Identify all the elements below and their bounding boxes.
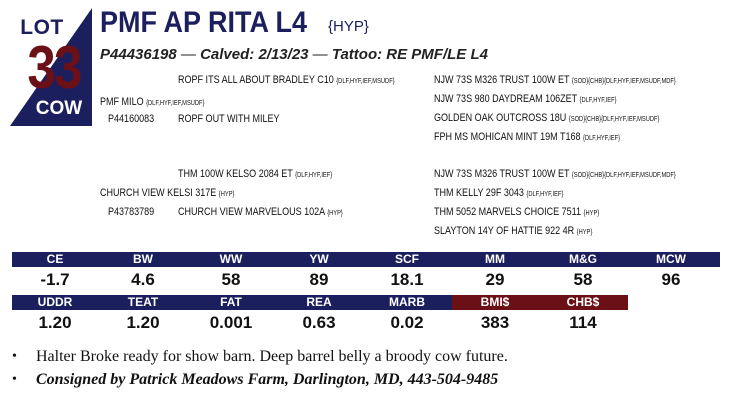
stat-value-mm: 29: [485, 270, 505, 289]
pedigree-sire-dam-dam: FPH MS MOHICAN MINT 19M T168 {DLF,HYF,IE…: [434, 131, 621, 143]
calved-label: Calved:: [200, 46, 255, 63]
stat-value-uddr: 1.20: [38, 313, 72, 332]
stats-header-bar: [12, 295, 452, 310]
note-text: Halter Broke ready for show barn. Deep b…: [36, 347, 508, 365]
stat-label-bmi: BMI$: [480, 295, 510, 309]
stat-value-ce: -1.7: [40, 270, 70, 289]
pedigree-dam-dam-sire: THM 5052 MARVELS CHOICE 7511 {HYP}: [434, 206, 600, 218]
stat-value-bw: 4.6: [131, 270, 155, 289]
animal-name: PMF AP RITA L4: [100, 6, 308, 39]
lot-badge: LOT 33 COW: [10, 8, 92, 126]
stat-value-chb: 114: [569, 313, 597, 332]
stat-label-bw: BW: [133, 252, 153, 266]
pedigree-sire-reg: P44160083: [108, 113, 155, 125]
pedigree-dam-sire-sire: NJW 73S M326 TRUST 100W ET {SOD}{CHB}{DL…: [434, 168, 676, 180]
animal-name-heading: PMF AP RITA L4 {HYP}: [100, 6, 369, 40]
stat-label-rea: REA: [306, 295, 332, 309]
stat-label-marb: MARB: [389, 295, 425, 309]
note-item: • Halter Broke ready for show barn. Deep…: [12, 345, 508, 368]
stat-value-teat: 1.20: [126, 313, 160, 332]
stat-value-marb: 0.02: [390, 313, 424, 332]
stats-header-bar: [12, 252, 720, 267]
lot-label: LOT: [20, 16, 64, 39]
stat-value-bmi: 383: [480, 313, 510, 332]
animal-tag: {HYP}: [328, 18, 369, 35]
consignor-item: • Consigned by Patrick Meadows Farm, Dar…: [12, 368, 508, 391]
stat-value-rea: 0.63: [302, 313, 336, 332]
stat-label-uddr: UDDR: [37, 295, 73, 309]
pedigree-dam-sire: THM 100W KELSO 2084 ET {DLF,HYF,IEF}: [178, 168, 333, 180]
stat-label-ce: CE: [46, 252, 64, 266]
pedigree-dam-reg: P43783789: [108, 206, 155, 218]
pedigree-sire-sire: ROPF ITS ALL ABOUT BRADLEY C10 {DLF,HYF,…: [178, 74, 395, 86]
stat-label-scf: SCF: [395, 252, 419, 266]
stat-label-teat: TEAT: [127, 295, 159, 309]
stat-value-mcw: 96: [661, 270, 681, 289]
separator: —: [180, 46, 196, 63]
pedigree-sire: PMF MILO {DLF,HYF,IEF,MSUDF}: [100, 96, 205, 108]
pedigree-sire-dam: ROPF OUT WITH MILEY: [178, 113, 280, 125]
stat-label-yw: YW: [309, 252, 329, 266]
consignor-text: Consigned by Patrick Meadows Farm, Darli…: [36, 370, 499, 388]
lot-number: 33: [27, 34, 82, 101]
bullet: •: [12, 371, 17, 387]
stats-index-bar: [452, 295, 628, 310]
stat-value-scf: 18.1: [390, 270, 424, 289]
bullet: •: [12, 348, 17, 364]
pedigree-dam-dam: CHURCH VIEW MARVELOUS 102A {HYP}: [178, 206, 343, 218]
pedigree-dam: CHURCH VIEW KELSI 317E {HYP}: [100, 187, 235, 199]
pedigree-dam-dam-dam: SLAYTON 14Y OF HATTIE 922 4R {HYP}: [434, 225, 593, 237]
stat-label-chb: CHB$: [566, 295, 600, 309]
stat-label-fat: FAT: [220, 295, 242, 309]
stat-value-mg: 58: [573, 270, 593, 289]
lot-badge-triangle: [10, 8, 92, 126]
stat-label-mg: M&G: [569, 252, 597, 266]
pedigree-sire-dam-sire: GOLDEN OAK OUTCROSS 18U {SOD}{CHB}{DLF,H…: [434, 112, 660, 124]
pedigree-dam-sire-dam: THM KELLY 29F 3043 {DLF,HYF,IEF}: [434, 187, 564, 199]
separator: —: [312, 46, 328, 63]
pedigree-sire-sire-dam: NJW 73S 980 DAYDREAM 106ZET {DLF,HYF,IEF…: [434, 93, 617, 105]
stat-value-yw: 89: [309, 270, 329, 289]
stat-value-fat: 0.001: [209, 313, 253, 332]
notes: • Halter Broke ready for show barn. Deep…: [12, 345, 508, 391]
stat-label-ww: WW: [219, 252, 243, 266]
stat-label-mcw: MCW: [656, 252, 686, 266]
pedigree-sire-sire-sire: NJW 73S M326 TRUST 100W ET {SOD}{CHB}{DL…: [434, 74, 676, 86]
registration-line: P44436198 — Calved: 2/13/23 — Tattoo: RE…: [100, 46, 488, 63]
registration-number: P44436198: [100, 46, 177, 63]
tattoo-value: RE PMF/LE L4: [386, 46, 488, 63]
tattoo-label: Tattoo:: [331, 46, 383, 63]
stat-label-mm: MM: [485, 252, 505, 266]
stat-value-ww: 58: [221, 270, 241, 289]
lot-sex: COW: [35, 98, 83, 119]
calved-date: 2/13/23: [258, 46, 309, 63]
